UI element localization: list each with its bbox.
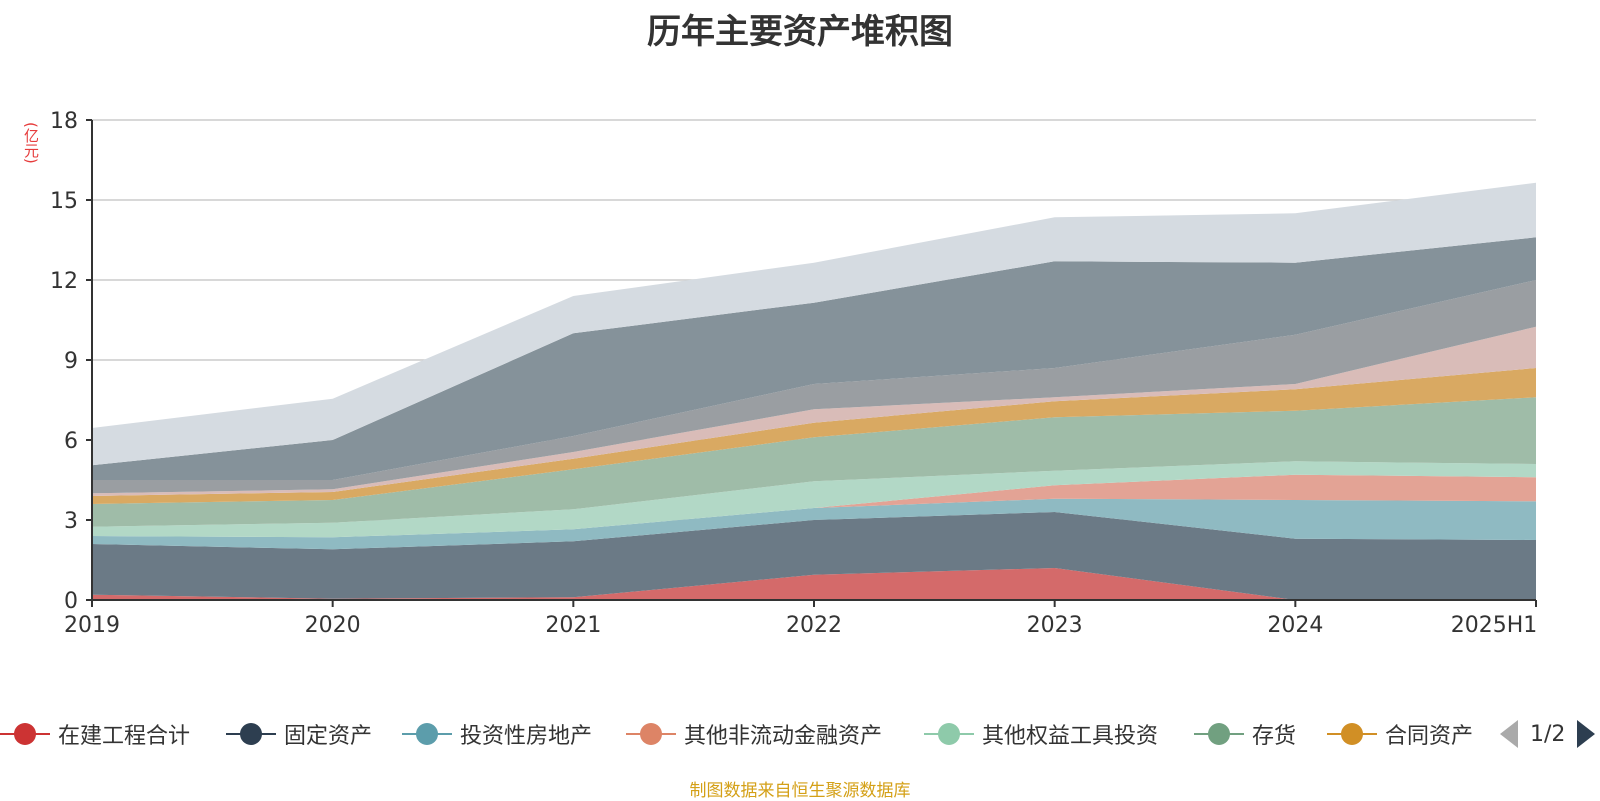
x-tick-label: 2019 bbox=[64, 613, 120, 638]
legend-label: 固定资产 bbox=[284, 724, 373, 749]
legend-marker-icon bbox=[402, 722, 452, 746]
area-series-1 bbox=[92, 512, 1536, 600]
legend-marker-icon bbox=[1327, 722, 1377, 746]
y-tick-label: 0 bbox=[64, 589, 78, 614]
x-tick-label: 2025H1 bbox=[1451, 613, 1538, 638]
legend-item[interactable]: 固定资产 bbox=[226, 712, 372, 756]
y-tick-label: 6 bbox=[64, 429, 78, 454]
y-tick-label: 18 bbox=[50, 109, 78, 134]
legend-label: 其他非流动金融资产 bbox=[684, 724, 883, 749]
x-tick-label: 2022 bbox=[786, 613, 842, 638]
x-tick-label: 2020 bbox=[305, 613, 361, 638]
area-series bbox=[92, 182, 1536, 600]
legend-prev-arrow-icon[interactable] bbox=[1500, 720, 1518, 748]
legend: 1/2 在建工程合计 固定资产 投资性房地产 其他非流动金融资产 其他权益工具投资 存货 合… bbox=[0, 712, 1600, 756]
legend-label: 其他权益工具投资 bbox=[982, 724, 1159, 749]
axes: 0 3 6 9 12 15 18 2019 2020 2021 2022 2023 2024 2025H1 bbox=[50, 109, 1537, 638]
x-tick-label: 2021 bbox=[545, 613, 601, 638]
y-axis-unit: (亿元) bbox=[22, 122, 40, 164]
legend-item[interactable]: 投资性房地产 bbox=[402, 712, 592, 756]
data-source-note: 制图数据来自恒生聚源数据库 bbox=[689, 781, 911, 801]
y-tick-label: 9 bbox=[64, 349, 78, 374]
stacked-area-chart: 0 3 6 9 12 15 18 2019 2020 2021 2022 2023 2024 2025H1 bbox=[50, 109, 1537, 638]
chart-title: 历年主要资产堆积图 bbox=[647, 12, 953, 52]
legend-label: 在建工程合计 bbox=[58, 724, 191, 749]
legend-marker-icon bbox=[924, 722, 974, 746]
y-tick-label: 3 bbox=[64, 509, 78, 534]
legend-next-arrow-icon[interactable] bbox=[1577, 720, 1596, 748]
legend-item[interactable]: 存货 bbox=[1194, 712, 1296, 756]
x-tick-label: 2024 bbox=[1267, 613, 1323, 638]
y-tick-label: 15 bbox=[50, 189, 78, 214]
legend-item[interactable]: 合同资产 bbox=[1327, 712, 1473, 756]
legend-page-indicator: 1/2 bbox=[1530, 721, 1566, 747]
legend-label: 合同资产 bbox=[1385, 724, 1474, 749]
area-series-5 bbox=[92, 397, 1536, 527]
area-series-6 bbox=[92, 368, 1536, 504]
legend-marker-icon bbox=[0, 722, 50, 746]
area-series-9 bbox=[92, 237, 1536, 480]
area-series-2 bbox=[92, 498, 1536, 550]
legend-marker-icon bbox=[226, 722, 276, 746]
legend-marker-icon bbox=[1194, 722, 1244, 746]
area-series-3 bbox=[92, 474, 1536, 538]
legend-pager: 1/2 bbox=[1500, 712, 1596, 756]
legend-item[interactable]: 其他权益工具投资 bbox=[924, 712, 1158, 756]
legend-item[interactable]: 在建工程合计 bbox=[0, 712, 190, 756]
area-series-0 bbox=[92, 568, 1536, 600]
legend-item[interactable]: 其他非流动金融资产 bbox=[626, 712, 882, 756]
y-tick-label: 12 bbox=[50, 269, 78, 294]
legend-label: 投资性房地产 bbox=[460, 724, 593, 749]
area-series-7 bbox=[92, 326, 1536, 496]
legend-label: 存货 bbox=[1252, 724, 1297, 749]
area-series-8 bbox=[92, 280, 1536, 494]
area-series-10 bbox=[92, 182, 1536, 466]
x-tick-label: 2023 bbox=[1027, 613, 1083, 638]
legend-marker-icon bbox=[626, 722, 676, 746]
area-series-4 bbox=[92, 461, 1536, 538]
